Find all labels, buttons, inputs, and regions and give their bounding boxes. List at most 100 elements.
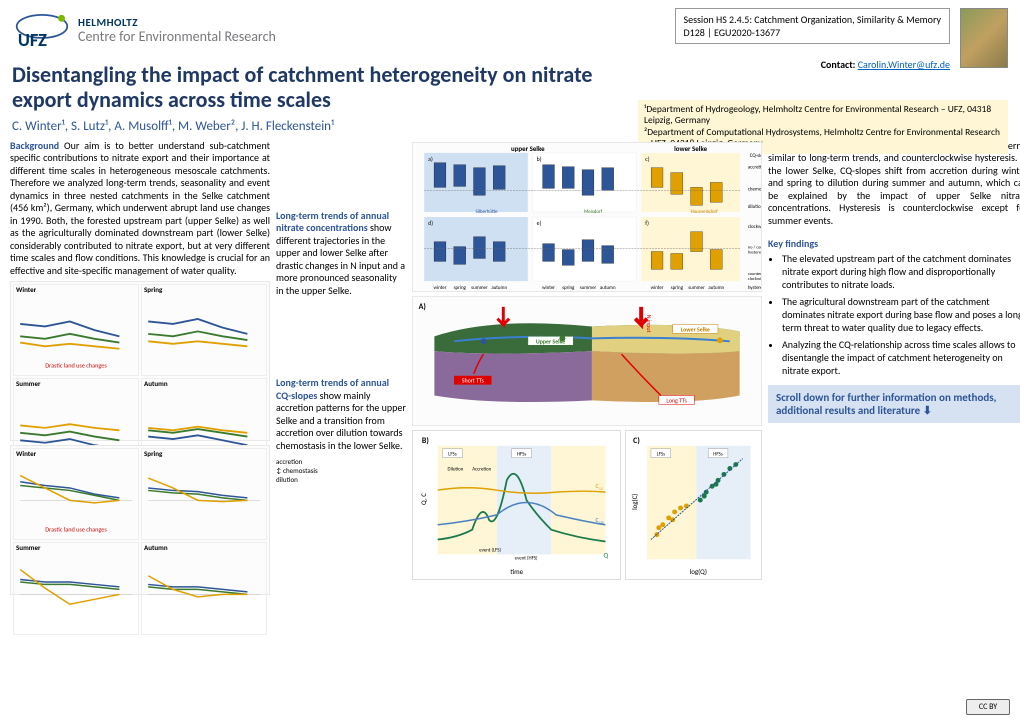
affil-1: ¹Department of Hydrogeology, Helmholtz C… [644, 104, 1002, 127]
svg-text:summer: summer [580, 285, 597, 291]
contact-email[interactable]: Carolin.Winter@ufz.de [858, 58, 950, 71]
svg-text:spring: spring [562, 285, 575, 291]
svg-text:Lower Selke: Lower Selke [681, 325, 710, 333]
column-4: Event dynamics in the lower Selke show a… [768, 140, 1020, 660]
svg-text:Q: Q [603, 550, 608, 559]
cc-badge: CC BY [966, 699, 1010, 715]
session-line1: Session HS 2.4.5: Catchment Organization… [684, 13, 942, 26]
svg-text:HFSs: HFSs [714, 451, 724, 457]
column-3: upper Selke lower Selke a) b) c) d) e) f) Si… [412, 140, 762, 660]
svg-text:hysteresis: hysteresis [748, 285, 761, 291]
svg-text:clockwise: clockwise [748, 277, 761, 282]
column-2: Long-term trends of annual nitrate conce… [276, 140, 406, 660]
svg-text:c): c) [645, 154, 649, 162]
trends2-para: Long-term trends of annual CQ-slopes sho… [276, 377, 406, 452]
fig-b: B) LFSs HFSs DilutionAccretion CLS CUS e… [412, 430, 621, 580]
background-text: Our aim is to better understand sub-catc… [10, 139, 270, 277]
svg-text:autumn: autumn [708, 285, 724, 291]
session-line2: D128 | EGU2020-13677 [684, 26, 942, 39]
keyfind-3: Analyzing the CQ-relationship across tim… [782, 338, 1020, 377]
background-para: Background Our aim is to better understa… [10, 140, 270, 278]
svg-text:HFSs: HFSs [517, 451, 527, 457]
fig-map: A) N input Upper Selke Lower Selke Short… [412, 296, 762, 426]
svg-text:winter: winter [434, 285, 447, 291]
svg-text:dilution: dilution [748, 204, 761, 210]
svg-text:C): C) [633, 435, 640, 445]
svg-text:Silberhütte: Silberhütte [476, 209, 499, 215]
svg-text:event (HFS): event (HFS) [515, 554, 538, 561]
svg-text:e): e) [537, 218, 542, 226]
svg-text:spring: spring [671, 285, 684, 291]
svg-text:summer: summer [688, 285, 705, 291]
svg-text:accretion: accretion [748, 164, 761, 170]
svg-text:log(C): log(C) [630, 493, 639, 509]
svg-text:summer: summer [471, 285, 488, 291]
svg-text:a): a) [428, 154, 433, 162]
fig-boxplots: upper Selke lower Selke a) b) c) d) e) f) Si… [412, 142, 762, 292]
svg-text:d): d) [428, 218, 433, 226]
panel-winter: Winter [16, 286, 36, 295]
svg-text:event (LFS): event (LFS) [479, 546, 501, 553]
panel-spring: Spring [144, 286, 162, 295]
svg-text:Drastic land use changes: Drastic land use changes [45, 525, 107, 533]
svg-text:winter: winter [651, 285, 664, 291]
svg-text:spring: spring [454, 285, 467, 291]
panel-summer: Summer [16, 380, 40, 389]
key-findings: Key findings The elevated upstream part … [768, 237, 1020, 377]
svg-text:B): B) [422, 435, 429, 445]
svg-text:Drastic land use changes: Drastic land use changes [45, 361, 107, 369]
svg-text:UFZ: UFZ [18, 28, 47, 51]
svg-text:b): b) [537, 154, 542, 162]
cq-winter: Winter [16, 450, 36, 459]
svg-text:clockwise: clockwise [748, 223, 761, 229]
cq-spring: Spring [144, 450, 162, 459]
ufz-logo-icon: UFZ [12, 8, 72, 54]
svg-text:LFSs: LFSs [657, 451, 666, 457]
svg-text:lower Selke: lower Selke [674, 143, 707, 152]
trends1-para: Long-term trends of annual nitrate conce… [276, 210, 406, 298]
svg-text:hysteresis: hysteresis [748, 250, 761, 255]
svg-text:log(Q): log(Q) [690, 567, 707, 576]
svg-text:Accretion: Accretion [472, 466, 491, 472]
svg-text:chemostasis: chemostasis [748, 186, 761, 192]
background-head: Background [10, 139, 59, 152]
svg-text:autumn: autumn [600, 285, 616, 291]
svg-text:A): A) [419, 301, 426, 311]
svg-text:Hausneindorf: Hausneindorf [691, 209, 719, 215]
svg-text:winter: winter [542, 285, 555, 291]
svg-text:N input: N input [645, 314, 653, 332]
fig-c: C) LFSs HFSs log(C) log(Q) [625, 430, 762, 580]
svg-text:CQ-slope: CQ-slope [750, 152, 761, 158]
svg-text:Dilution: Dilution [448, 466, 464, 472]
contact-line: Contact: Carolin.Winter@ufz.de [821, 58, 950, 71]
logo-subtitle: Centre for Environmental Research [78, 29, 276, 44]
body: Background Our aim is to better understa… [0, 140, 1020, 670]
svg-text:autumn: autumn [491, 285, 507, 291]
keyfind-2: The agricultural downstream part of the … [782, 295, 1020, 334]
svg-text:Short TTs: Short TTs [462, 376, 485, 384]
keyfind-1: The elevated upstream part of the catchm… [782, 252, 1020, 291]
panel-autumn: Autumn [144, 380, 168, 389]
accretion-legend: accretion↕ chemostasisdilution [276, 458, 406, 484]
svg-text:LFSs: LFSs [448, 451, 457, 457]
author-photo [960, 8, 1008, 68]
svg-text:LS: LS [600, 487, 604, 492]
svg-text:time: time [510, 567, 523, 576]
fig-cq-trends: Winter Drastic land use changes Spring S… [10, 445, 270, 595]
poster-title: Disentangling the impact of catchment he… [0, 58, 630, 117]
column-1: Background Our aim is to better understa… [10, 140, 270, 660]
svg-text:Meisdorf: Meisdorf [584, 209, 603, 215]
cq-summer: Summer [16, 544, 40, 553]
svg-text:US: US [600, 520, 605, 525]
cq-autumn: Autumn [144, 544, 168, 553]
fig-bc-row: B) LFSs HFSs DilutionAccretion CLS CUS e… [412, 430, 762, 580]
svg-text:f): f) [645, 218, 649, 226]
scroll-banner: Scroll down for further information on m… [768, 385, 1020, 423]
fig-no3-trends: Winter Drastic land use changes Spring S… [10, 281, 270, 441]
svg-text:Long TTs: Long TTs [666, 396, 687, 404]
svg-text:upper Selke: upper Selke [511, 143, 545, 152]
svg-text:Q, C: Q, C [419, 492, 428, 504]
contact-label: Contact: [821, 58, 856, 71]
keyfind-head: Key findings [768, 237, 1020, 250]
session-box: Session HS 2.4.5: Catchment Organization… [675, 8, 951, 44]
